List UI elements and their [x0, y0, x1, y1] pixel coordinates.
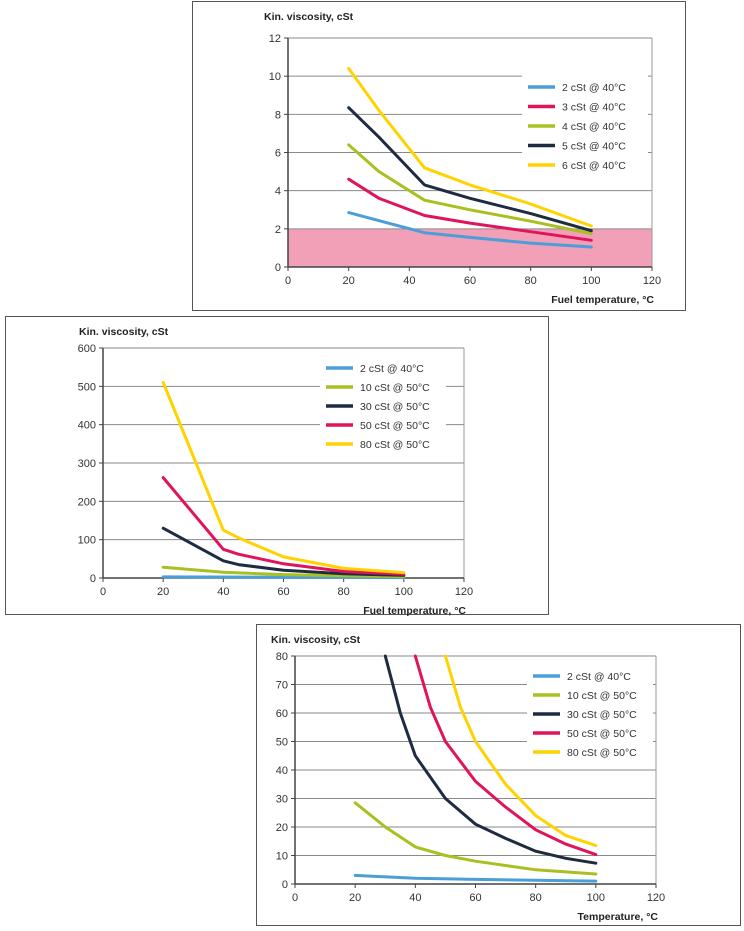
series-line-2: [161, 526, 406, 577]
series-line-0: [161, 575, 406, 580]
x-tick-label: 0: [285, 275, 291, 287]
y-tick-label: 60: [276, 708, 288, 720]
y-tick-label: 2: [275, 224, 281, 236]
x-tick-label: 100: [395, 586, 413, 598]
y-tick-label: 20: [276, 822, 288, 834]
legend-label: 3 cSt @ 40°C: [562, 102, 626, 114]
legend-label: 30 cSt @ 50°C: [360, 401, 430, 413]
series-line-0: [353, 873, 598, 883]
series-line-4: [161, 381, 406, 575]
series-line-3: [413, 654, 598, 857]
legend-label: 50 cSt @ 50°C: [567, 728, 637, 740]
y-tick-label: 12: [269, 33, 281, 45]
legend-label: 5 cSt @ 40°C: [562, 141, 626, 153]
legend-label: 30 cSt @ 50°C: [567, 709, 637, 721]
chart-viscosity-light-fuels: 0 2 4 6 8 10 12 0 20 40 60 80 100 120 2 cSt @ 40°C 3 cS…: [192, 1, 686, 311]
y-tick-label: 100: [78, 535, 96, 547]
y-tick-label: 70: [276, 680, 288, 692]
series-line-2: [347, 143, 593, 236]
x-tick-label: 0: [100, 586, 106, 598]
series-line-1: [353, 801, 598, 876]
legend-label: 80 cSt @ 50°C: [567, 747, 637, 759]
x-tick-label: 60: [277, 586, 289, 598]
chart-viscosity-heavy-fuels: 0 100 200 300 400 500 600 0 20 40 60 80 100 120 2 cSt …: [5, 316, 549, 616]
y-axis-title: Kin. viscosity, cSt: [271, 634, 361, 646]
x-tick-label: 40: [217, 586, 229, 598]
chart-svg: 0 100 200 300 400 500 600 0 20 40 60 80 100 120 2 cSt …: [78, 326, 474, 616]
x-tick-label: 120: [643, 275, 661, 287]
y-tick-label: 0: [282, 879, 288, 891]
y-tick-label: 10: [276, 851, 288, 863]
series-line-0: [347, 211, 593, 249]
y-tick-label: 6: [275, 148, 281, 160]
x-tick-label: 80: [530, 892, 542, 904]
y-tick-label: 4: [275, 186, 281, 198]
x-tick-label: 40: [403, 275, 415, 287]
y-tick-label: 400: [78, 420, 96, 432]
x-tick-label: 100: [582, 275, 600, 287]
legend-label: 50 cSt @ 50°C: [360, 420, 430, 432]
legend-label: 6 cSt @ 40°C: [562, 160, 626, 172]
y-tick-label: 0: [275, 262, 281, 274]
y-tick-label: 600: [78, 343, 96, 355]
x-tick-label: 120: [647, 892, 665, 904]
legend-label: 2 cSt @ 40°C: [360, 363, 424, 375]
legend-label: 80 cSt @ 50°C: [360, 439, 430, 451]
x-tick-label: 80: [338, 586, 350, 598]
legend-label: 4 cSt @ 40°C: [562, 121, 626, 133]
series-line-4: [347, 67, 593, 228]
series-line-1: [161, 565, 406, 578]
y-tick-label: 80: [276, 651, 288, 663]
y-tick-label: 30: [276, 794, 288, 806]
legend-label: 10 cSt @ 50°C: [567, 690, 637, 702]
y-tick-label: 500: [78, 381, 96, 393]
y-axis-title: Kin. viscosity, cSt: [79, 326, 169, 338]
y-tick-label: 0: [90, 573, 96, 585]
x-tick-label: 0: [292, 892, 298, 904]
legend-label: 10 cSt @ 50°C: [360, 382, 430, 394]
series-line-3: [347, 106, 593, 233]
x-axis-title: Temperature, °C: [578, 911, 659, 923]
legend-label: 2 cSt @ 40°C: [562, 82, 626, 94]
series-line-2: [383, 654, 598, 865]
x-tick-label: 20: [349, 892, 361, 904]
y-tick-label: 50: [276, 737, 288, 749]
legend-label: 2 cSt @ 40°C: [567, 671, 631, 683]
x-tick-label: 20: [157, 586, 169, 598]
y-axis-title: Kin. viscosity, cSt: [264, 11, 354, 23]
x-axis-title: Fuel temperature, °C: [363, 605, 466, 616]
x-axis-title: Fuel temperature, °C: [551, 294, 654, 306]
x-tick-label: 20: [343, 275, 355, 287]
x-tick-label: 60: [464, 275, 476, 287]
series-line-3: [161, 476, 406, 576]
x-tick-label: 100: [587, 892, 605, 904]
y-tick-label: 8: [275, 109, 281, 121]
y-tick-label: 300: [78, 458, 96, 470]
x-tick-label: 120: [455, 586, 473, 598]
series-line-1: [347, 177, 593, 242]
y-tick-label: 40: [276, 765, 288, 777]
x-tick-label: 60: [469, 892, 481, 904]
y-tick-label: 200: [78, 496, 96, 508]
series-line-4: [443, 654, 598, 847]
x-tick-label: 40: [409, 892, 421, 904]
chart-viscosity-heavy-fuels-zoomed: 0 10 20 30 40 50 60 70 80 0 20 40 60 80 100 120 2 cSt @ …: [256, 624, 741, 926]
x-tick-label: 80: [525, 275, 537, 287]
y-tick-label: 10: [269, 71, 281, 83]
acceptable-limit-band: [288, 228, 652, 267]
chart-svg: 0 10 20 30 40 50 60 70 80 0 20 40 60 80 100 120 2 cSt @ …: [271, 634, 665, 923]
